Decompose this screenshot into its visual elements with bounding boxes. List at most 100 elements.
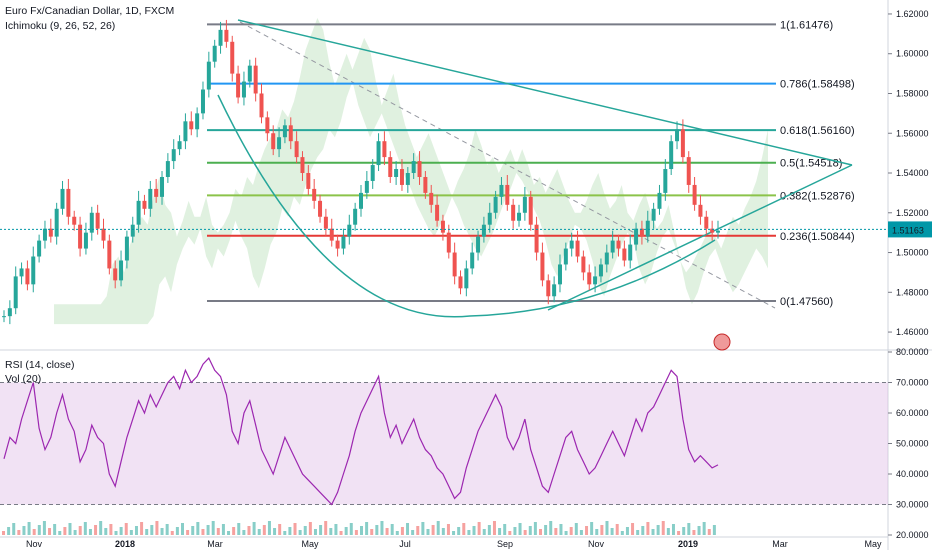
candle-body[interactable] — [7, 308, 12, 317]
candle-body[interactable] — [616, 240, 621, 249]
candle-body[interactable] — [282, 125, 287, 138]
candle-body[interactable] — [2, 316, 6, 318]
candle-body[interactable] — [183, 121, 188, 142]
candle-body[interactable] — [534, 224, 539, 253]
candle-body[interactable] — [83, 232, 88, 249]
candle-body[interactable] — [318, 200, 323, 217]
candle-body[interactable] — [212, 45, 217, 62]
candle-body[interactable] — [429, 192, 434, 205]
candle-body[interactable] — [394, 169, 399, 177]
candle-body[interactable] — [581, 256, 586, 273]
candle-body[interactable] — [259, 93, 264, 118]
candle-body[interactable] — [312, 188, 317, 201]
candle-body[interactable] — [476, 236, 481, 253]
candle-body[interactable] — [505, 184, 510, 205]
candle-body[interactable] — [300, 157, 305, 174]
candle-body[interactable] — [160, 176, 165, 197]
rsi-legend[interactable]: RSI (14, close) — [5, 359, 75, 371]
candle-body[interactable] — [563, 248, 568, 265]
candle-body[interactable] — [42, 228, 47, 241]
candle-body[interactable] — [113, 268, 118, 281]
candle-body[interactable] — [692, 184, 697, 205]
candle-body[interactable] — [294, 141, 299, 158]
candle-body[interactable] — [657, 192, 662, 209]
candle-body[interactable] — [417, 161, 422, 177]
candle-body[interactable] — [499, 184, 504, 197]
candle-body[interactable] — [528, 196, 533, 225]
candle-body[interactable] — [710, 228, 715, 233]
candle-body[interactable] — [247, 65, 252, 82]
candle-body[interactable] — [277, 137, 282, 150]
candle-body[interactable] — [610, 240, 615, 253]
candle-body[interactable] — [25, 268, 30, 285]
candle-body[interactable] — [189, 121, 194, 130]
candle-body[interactable] — [540, 252, 545, 281]
candle-body[interactable] — [236, 73, 241, 98]
candle-body[interactable] — [423, 176, 428, 193]
candle-body[interactable] — [452, 252, 457, 277]
candle-body[interactable] — [470, 252, 475, 269]
candle-body[interactable] — [101, 228, 106, 241]
candle-body[interactable] — [60, 188, 65, 209]
candle-body[interactable] — [557, 264, 562, 285]
candle-body[interactable] — [522, 196, 527, 213]
candle-body[interactable] — [13, 276, 18, 309]
triangle-lower-line[interactable] — [547, 164, 853, 311]
triangle-upper-line[interactable] — [237, 19, 853, 166]
candle-body[interactable] — [148, 188, 153, 209]
arc-pattern[interactable] — [217, 94, 716, 318]
candle-body[interactable] — [546, 280, 551, 297]
candle-body[interactable] — [675, 129, 680, 142]
candle-body[interactable] — [628, 244, 633, 261]
candle-body[interactable] — [78, 224, 83, 249]
candle-body[interactable] — [364, 180, 369, 193]
candle-body[interactable] — [31, 256, 36, 285]
candle-body[interactable] — [645, 220, 650, 237]
candle-body[interactable] — [124, 236, 129, 261]
candle-body[interactable] — [130, 224, 135, 237]
candle-body[interactable] — [680, 129, 685, 158]
candle-body[interactable] — [89, 212, 94, 233]
ichimoku-legend[interactable]: Ichimoku (9, 26, 52, 26) — [5, 20, 116, 32]
candle-body[interactable] — [587, 272, 592, 285]
dashed-trendline[interactable] — [239, 21, 776, 309]
candle-body[interactable] — [634, 228, 639, 245]
candle-body[interactable] — [288, 125, 293, 142]
candle-body[interactable] — [569, 240, 574, 249]
candle-body[interactable] — [376, 141, 381, 166]
candle-body[interactable] — [54, 208, 59, 237]
candle-body[interactable] — [481, 224, 486, 237]
candle-body[interactable] — [177, 141, 182, 150]
ichimoku-cloud[interactable] — [54, 17, 768, 325]
candle-body[interactable] — [704, 216, 709, 229]
candle-body[interactable] — [107, 240, 112, 269]
candle-body[interactable] — [598, 264, 603, 277]
candle-body[interactable] — [119, 260, 124, 281]
candle-body[interactable] — [639, 228, 644, 237]
candle-body[interactable] — [72, 216, 77, 225]
candle-body[interactable] — [493, 196, 498, 213]
candle-body[interactable] — [353, 208, 358, 225]
candle-body[interactable] — [604, 252, 609, 265]
candle-body[interactable] — [698, 204, 703, 217]
candle-body[interactable] — [200, 89, 205, 114]
candle-body[interactable] — [341, 236, 346, 249]
candle-body[interactable] — [552, 284, 557, 297]
candle-body[interactable] — [458, 276, 463, 289]
candle-body[interactable] — [136, 200, 141, 225]
candle-body[interactable] — [171, 149, 176, 162]
candle-body[interactable] — [66, 188, 71, 217]
candle-body[interactable] — [517, 212, 522, 221]
candle-body[interactable] — [230, 41, 235, 74]
candle-body[interactable] — [206, 61, 211, 90]
candle-body[interactable] — [37, 240, 42, 257]
candle-body[interactable] — [224, 29, 229, 42]
rsi-line[interactable] — [3, 357, 719, 506]
candle-body[interactable] — [323, 216, 328, 229]
candle-body[interactable] — [411, 161, 416, 174]
candle-body[interactable] — [142, 200, 147, 209]
candle-body[interactable] — [195, 113, 200, 130]
candle-body[interactable] — [370, 165, 375, 181]
candle-body[interactable] — [651, 208, 656, 221]
